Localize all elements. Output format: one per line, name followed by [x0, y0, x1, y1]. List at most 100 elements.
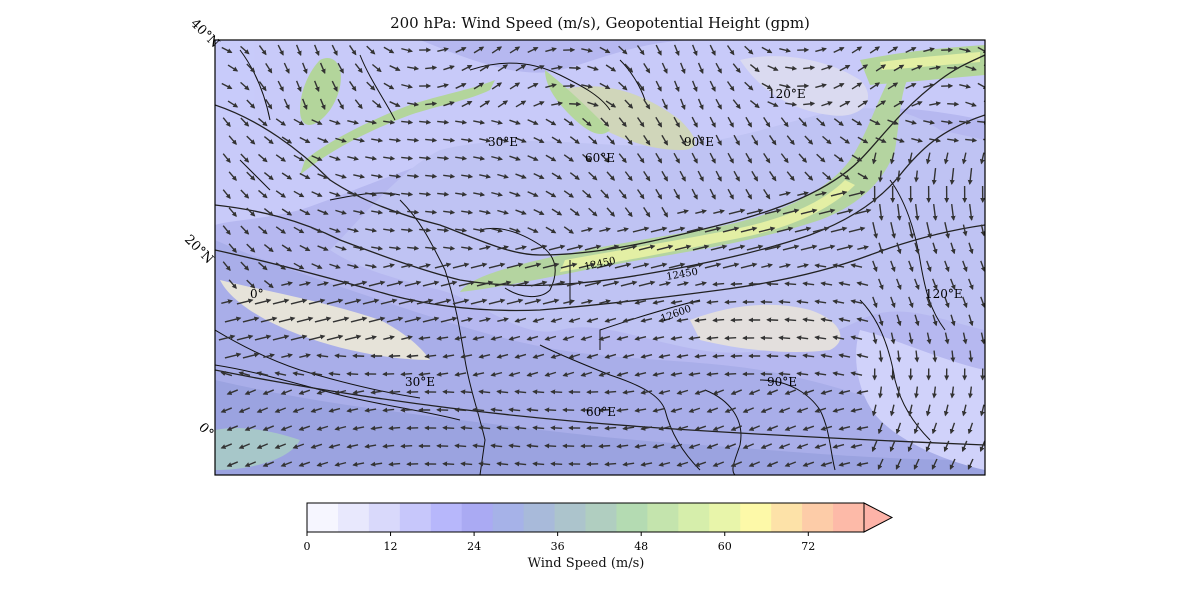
wind-arrow	[353, 137, 366, 143]
wind-arrow	[455, 227, 468, 233]
wind-arrow	[820, 461, 833, 467]
wind-arrow	[437, 119, 450, 125]
wind-arrow	[509, 82, 521, 90]
wind-arrow	[422, 280, 440, 287]
wind-arrow	[857, 64, 869, 72]
wind-arrow	[240, 189, 250, 199]
wind-arrow	[478, 461, 491, 467]
wind-arrow	[494, 280, 512, 287]
wind-arrow	[784, 425, 797, 431]
wind-arrow	[544, 335, 557, 341]
wind-arrow	[461, 64, 473, 72]
wind-arrow	[848, 190, 866, 197]
wind-arrow	[509, 119, 521, 125]
wind-arrow	[950, 203, 956, 221]
wind-arrow	[337, 62, 344, 74]
wind-arrow	[509, 191, 521, 197]
wind-arrow	[761, 46, 773, 54]
wind-arrow	[262, 425, 275, 431]
wind-arrow	[515, 209, 527, 215]
wind-arrow	[353, 173, 366, 179]
wind-arrow	[820, 425, 833, 431]
wind-arrow	[661, 98, 668, 110]
wind-arrow	[293, 190, 305, 198]
wind-arrow	[515, 64, 527, 72]
lat-label: 0°	[195, 420, 216, 441]
wind-arrow	[618, 189, 627, 200]
wind-arrow	[491, 191, 503, 197]
wind-arrow	[740, 226, 758, 233]
wind-arrow	[236, 334, 254, 341]
wind-arrow	[602, 280, 620, 287]
wind-arrow	[856, 389, 869, 395]
wind-arrow	[280, 461, 293, 467]
wind-arrow	[434, 262, 452, 269]
lon-label: 60°E	[585, 151, 615, 165]
wind-arrow	[640, 353, 653, 359]
wind-arrow	[400, 407, 413, 413]
lon-label: 0°	[250, 287, 264, 301]
wind-arrow	[599, 227, 611, 233]
wind-arrow	[419, 227, 432, 233]
wind-arrow	[691, 116, 698, 128]
wind-arrow	[838, 317, 851, 323]
wind-arrow	[371, 63, 382, 73]
wind-arrow	[709, 80, 716, 92]
wind-arrow	[643, 62, 651, 74]
wind-arrow	[925, 152, 931, 165]
wind-arrow	[401, 83, 413, 89]
wind-arrow	[889, 440, 896, 453]
wind-arrow	[668, 262, 686, 269]
wind-arrow	[440, 316, 458, 323]
wind-arrow	[240, 225, 250, 235]
wind-arrow	[715, 170, 722, 182]
wind-arrow	[598, 407, 611, 413]
wind-arrow	[850, 263, 863, 269]
wind-arrow	[370, 389, 383, 395]
wind-arrow	[308, 298, 326, 305]
wind-arrow	[218, 334, 236, 341]
wind-arrow	[514, 425, 527, 431]
wind-arrow	[658, 461, 671, 467]
wind-arrow	[550, 461, 563, 467]
wind-arrow	[440, 280, 458, 287]
wind-arrow	[730, 461, 743, 467]
map-panel: 12450 12450 12600 0° 30°E 30°E 60°E 60°E…	[215, 40, 985, 475]
wind-arrow	[582, 117, 592, 127]
wind-arrow	[804, 171, 814, 181]
wind-arrow	[454, 443, 467, 449]
wind-arrow	[950, 314, 956, 327]
colorbar-tick-label: 60	[718, 540, 732, 553]
wind-arrow	[856, 461, 869, 467]
wind-arrow	[425, 101, 438, 107]
wind-arrow	[784, 389, 797, 395]
wind-arrow	[437, 155, 450, 161]
wind-arrow	[473, 227, 486, 233]
wind-arrow	[569, 136, 580, 144]
wind-arrow	[944, 332, 950, 345]
wind-arrow	[779, 191, 791, 197]
wind-arrow	[890, 222, 896, 239]
wind-arrow	[331, 80, 338, 92]
wind-arrow	[512, 280, 530, 287]
wind-arrow	[296, 316, 314, 323]
wind-arrow	[371, 173, 384, 179]
wind-arrow	[944, 260, 950, 273]
wind-arrow	[670, 335, 683, 341]
map-title: 200 hPa: Wind Speed (m/s), Geopotential …	[390, 14, 810, 32]
wind-arrow	[568, 317, 581, 323]
colorbar-bin	[771, 503, 803, 532]
wind-arrow	[274, 443, 287, 449]
wind-arrow	[473, 46, 485, 54]
wind-arrow	[878, 170, 883, 183]
wind-arrow	[636, 153, 645, 164]
wind-arrow	[335, 137, 347, 143]
wind-arrow	[763, 153, 771, 164]
wind-arrow	[226, 425, 239, 431]
wind-arrow	[280, 425, 293, 431]
wind-arrow	[263, 280, 274, 289]
wind-arrow	[744, 45, 754, 55]
wind-arrow	[706, 443, 719, 449]
wind-arrow	[913, 422, 920, 435]
wind-arrow	[732, 99, 741, 110]
